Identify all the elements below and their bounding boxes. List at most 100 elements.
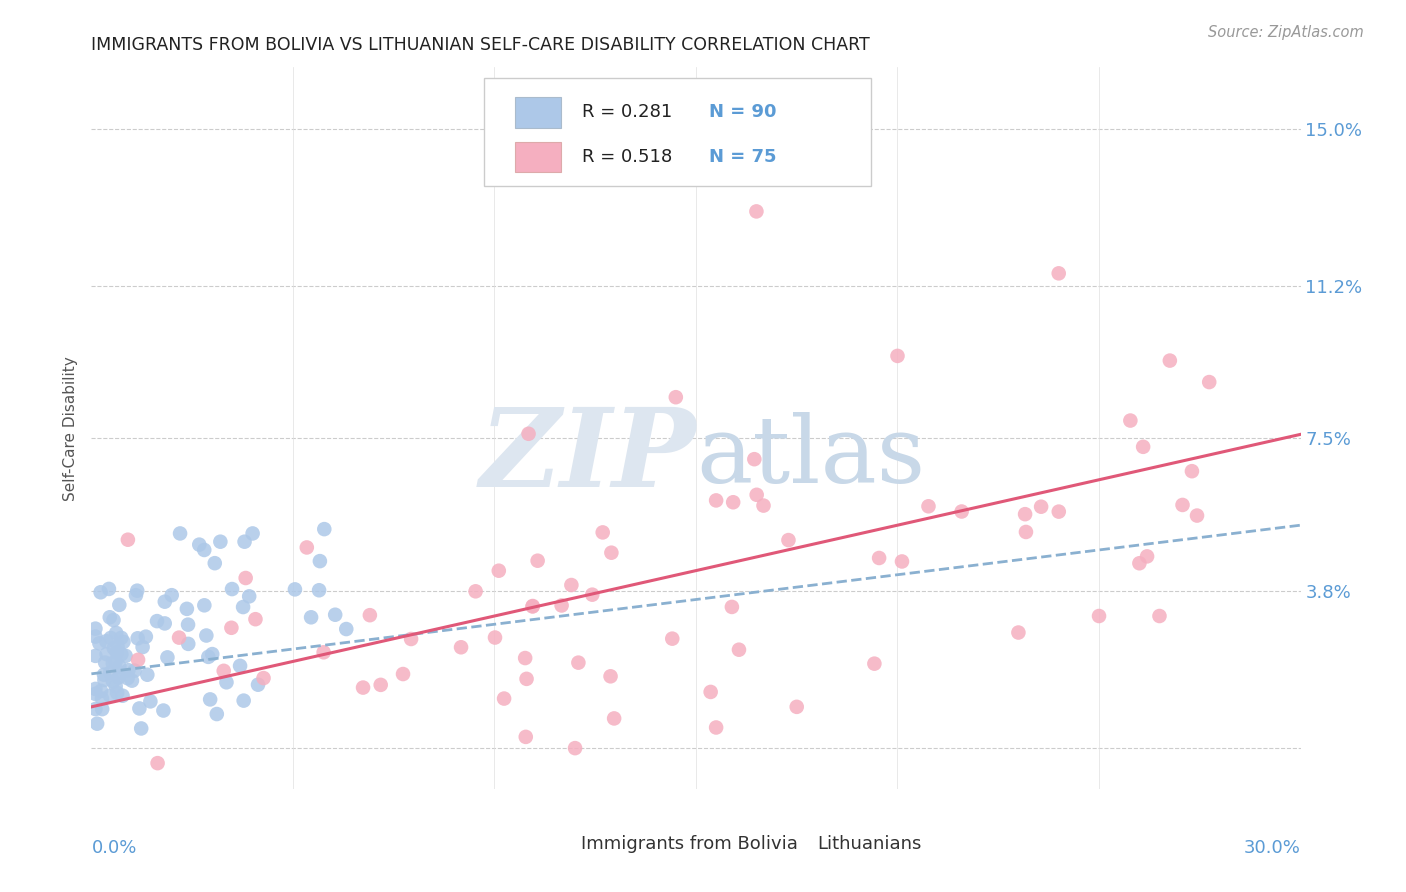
Point (308, 583, 330, 598)
Point (176, 602, 198, 616)
Text: R = 0.281: R = 0.281 (582, 103, 672, 121)
Point (229, 658, 252, 673)
Point (221, 582, 243, 596)
Point (93, 667, 115, 681)
Point (111, 689, 134, 703)
Point (232, 693, 254, 707)
Point (112, 635, 135, 649)
Point (323, 607, 346, 622)
Point (86, 716, 108, 731)
Point (84, 622, 107, 636)
Point (1014, 507, 1036, 521)
Point (484, 631, 506, 645)
Point (84, 648, 107, 663)
Point (488, 564, 510, 578)
Point (107, 671, 129, 685)
Point (1132, 440, 1154, 454)
Point (97, 582, 120, 596)
Text: 0.0%: 0.0% (91, 839, 136, 857)
Point (84, 687, 107, 701)
Point (117, 663, 139, 677)
Point (139, 694, 162, 708)
Point (1185, 508, 1208, 523)
Point (167, 631, 190, 645)
Point (153, 595, 176, 609)
Point (600, 546, 623, 560)
Point (1149, 609, 1171, 624)
Point (299, 610, 322, 624)
Point (252, 671, 274, 685)
Point (169, 526, 191, 541)
Point (188, 538, 211, 552)
Point (198, 692, 221, 706)
Point (153, 616, 176, 631)
Point (127, 632, 149, 646)
Point (560, 578, 582, 592)
Point (564, 741, 586, 756)
FancyBboxPatch shape (515, 97, 561, 128)
Point (721, 495, 744, 509)
Point (135, 630, 157, 644)
Point (1181, 464, 1204, 478)
Point (515, 730, 537, 744)
Point (94, 656, 117, 670)
Point (704, 721, 727, 735)
Point (146, 756, 169, 771)
Point (399, 632, 422, 646)
Point (1198, 375, 1220, 389)
Point (124, 664, 146, 678)
Point (127, 583, 149, 598)
Point (661, 632, 683, 646)
Text: N = 75: N = 75 (709, 148, 776, 166)
Point (89, 636, 111, 650)
Point (567, 656, 589, 670)
Text: atlas: atlas (696, 412, 925, 502)
Point (886, 349, 908, 363)
Point (201, 647, 224, 661)
FancyBboxPatch shape (484, 78, 872, 186)
Point (232, 600, 254, 615)
Point (160, 588, 183, 602)
Point (212, 664, 235, 678)
Point (392, 667, 415, 681)
Point (1128, 556, 1150, 570)
Point (309, 554, 332, 568)
Point (221, 621, 243, 635)
Point (103, 641, 125, 656)
Point (91, 691, 114, 706)
Point (1159, 353, 1181, 368)
Point (339, 823, 361, 838)
Text: Source: ZipAtlas.com: Source: ZipAtlas.com (1208, 25, 1364, 40)
Point (517, 426, 540, 441)
Point (193, 543, 215, 558)
Point (108, 659, 131, 673)
Point (193, 599, 215, 613)
Point (359, 608, 381, 623)
Point (101, 674, 124, 689)
Point (464, 584, 486, 599)
Point (84, 681, 107, 696)
Point (950, 504, 973, 518)
Point (335, 622, 357, 636)
Point (1088, 609, 1111, 624)
Point (121, 673, 143, 688)
Point (314, 522, 336, 536)
Point (105, 686, 128, 700)
Point (1171, 498, 1194, 512)
Point (891, 554, 914, 568)
Point (96, 647, 118, 661)
Point (204, 556, 226, 570)
Point (665, 390, 688, 404)
Text: IMMIGRANTS FROM BOLIVIA VS LITHUANIAN SELF-CARE DISABILITY CORRELATION CHART: IMMIGRANTS FROM BOLIVIA VS LITHUANIAN SE… (91, 37, 870, 54)
Point (127, 653, 149, 667)
Point (752, 499, 775, 513)
Point (104, 679, 127, 693)
Point (744, 452, 766, 467)
Point (156, 650, 179, 665)
Point (129, 722, 152, 736)
Point (93, 673, 115, 687)
Point (863, 657, 886, 671)
Point (1136, 549, 1159, 564)
Point (581, 588, 603, 602)
Point (107, 640, 129, 654)
